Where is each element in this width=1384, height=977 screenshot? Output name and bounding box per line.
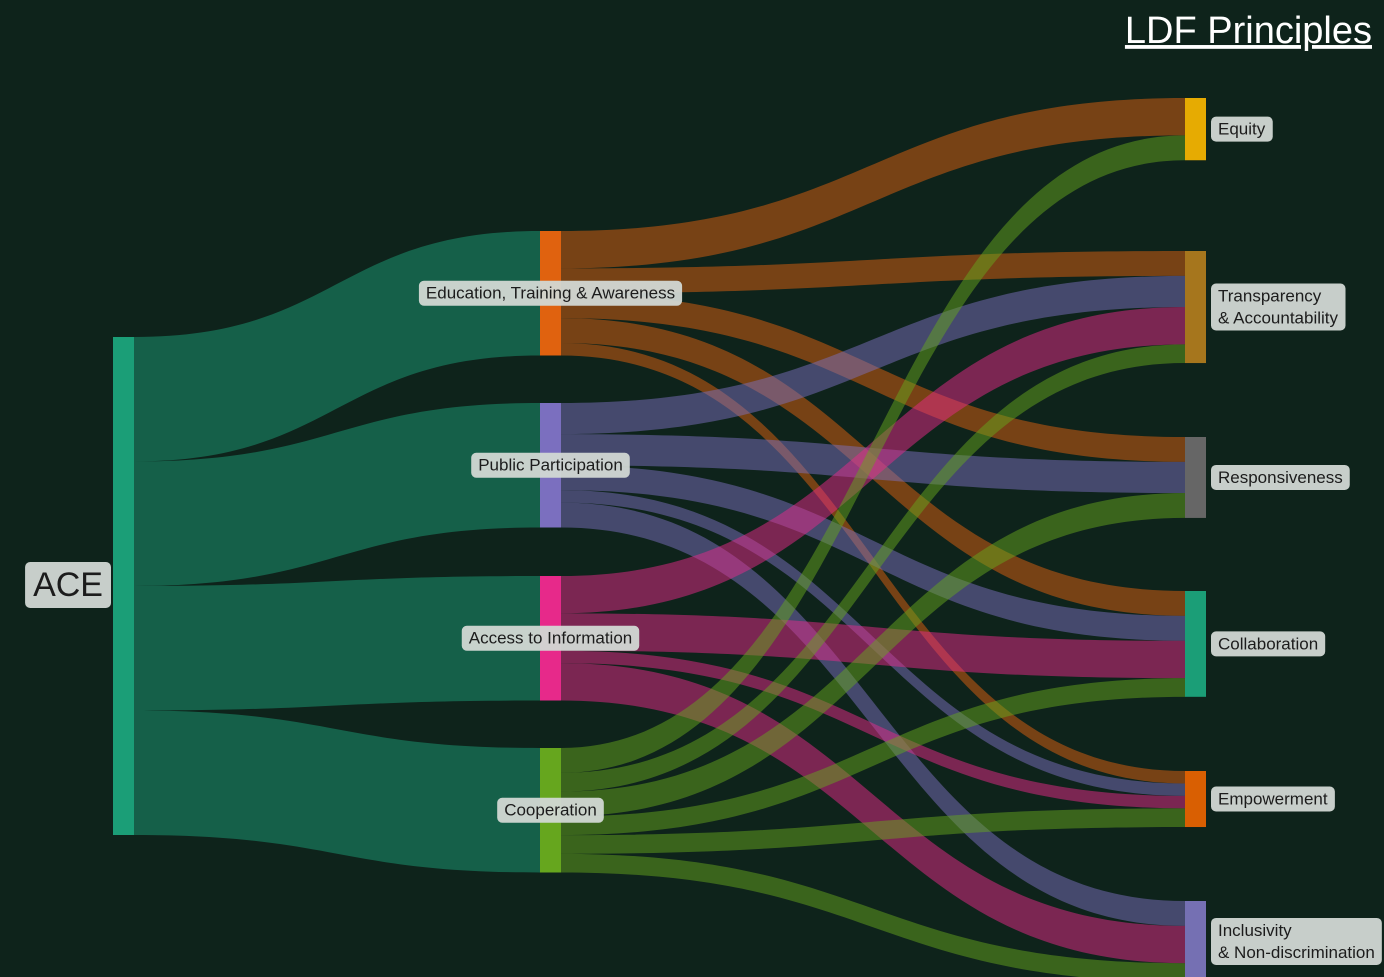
label-box <box>1211 116 1273 142</box>
link <box>134 403 540 586</box>
link <box>561 98 1185 269</box>
node-label: Collaboration <box>1211 631 1326 657</box>
node-label: Public Participation <box>471 452 630 478</box>
label-box <box>461 625 640 651</box>
node <box>113 337 134 835</box>
label-text: & Accountability <box>1218 309 1339 328</box>
link <box>561 293 1185 462</box>
page-title-link[interactable]: LDF Principles <box>1125 10 1372 52</box>
label-box <box>1211 283 1346 331</box>
link <box>561 853 1185 977</box>
label-box <box>418 280 683 306</box>
label-text: Cooperation <box>504 801 597 820</box>
label-text: Collaboration <box>1218 634 1318 653</box>
node <box>1185 437 1206 518</box>
label-text: Equity <box>1218 120 1266 139</box>
label-box <box>25 561 111 608</box>
label-text: Access to Information <box>469 629 632 648</box>
label-text: Responsiveness <box>1218 468 1343 487</box>
link <box>561 493 1185 817</box>
node-label: Transparency & Accountability <box>1211 283 1346 331</box>
node <box>1185 901 1206 977</box>
node-label: Responsiveness <box>1211 464 1350 490</box>
label-box <box>1211 786 1335 812</box>
link <box>561 663 1185 964</box>
link <box>561 275 1185 435</box>
node-label: Cooperation <box>497 797 604 823</box>
node-label: Access to Information <box>461 625 640 651</box>
labels: ACE Education, Training & Awareness Public… <box>25 116 1382 965</box>
link <box>134 576 540 711</box>
label-text: ACE <box>33 566 103 604</box>
links <box>134 98 1185 977</box>
label-text: & Non-discrimination <box>1218 943 1375 962</box>
link <box>561 502 1185 926</box>
node-label: Inclusivity & Non-discrimination <box>1211 917 1382 965</box>
label-text: Empowerment <box>1218 789 1328 808</box>
label-box <box>1211 631 1326 657</box>
link <box>561 344 1185 792</box>
label-text: Transparency <box>1218 287 1322 306</box>
link <box>561 678 1185 836</box>
link <box>134 710 540 873</box>
label-text: Education, Training & Awareness <box>426 284 675 303</box>
node <box>1185 591 1206 697</box>
label-text: Inclusivity <box>1218 921 1292 940</box>
node <box>1185 771 1206 828</box>
label-box <box>1211 917 1382 965</box>
node-label: Equity <box>1211 116 1273 142</box>
label-text: Public Participation <box>478 456 623 475</box>
node-label: Education, Training & Awareness <box>418 280 683 306</box>
link <box>561 650 1185 809</box>
node-label: ACE <box>25 561 111 608</box>
label-box <box>1211 464 1350 490</box>
node <box>1185 98 1206 161</box>
link <box>561 808 1185 854</box>
label-box <box>471 452 630 478</box>
node <box>1185 251 1206 364</box>
link <box>561 135 1185 773</box>
link <box>561 251 1185 294</box>
link <box>561 465 1185 641</box>
node-label: Empowerment <box>1211 786 1335 812</box>
label-box <box>497 797 604 823</box>
